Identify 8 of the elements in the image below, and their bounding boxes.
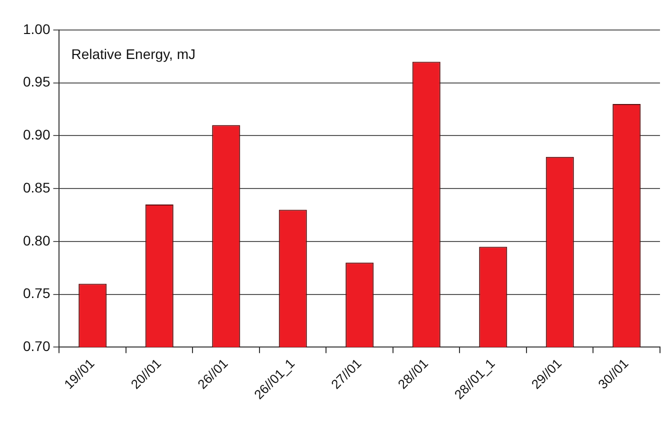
- y-axis-title: Relative Energy, mJ: [71, 46, 196, 62]
- y-tick-label: 0.70: [23, 338, 50, 354]
- y-tick-label: 0.80: [23, 232, 50, 248]
- y-tick-label: 1.00: [23, 20, 50, 37]
- y-tick-label: 0.85: [23, 179, 50, 196]
- y-tick-label: 0.90: [23, 126, 50, 143]
- y-tick-label: 0.95: [23, 74, 50, 90]
- y-tick-label: 0.75: [23, 285, 50, 302]
